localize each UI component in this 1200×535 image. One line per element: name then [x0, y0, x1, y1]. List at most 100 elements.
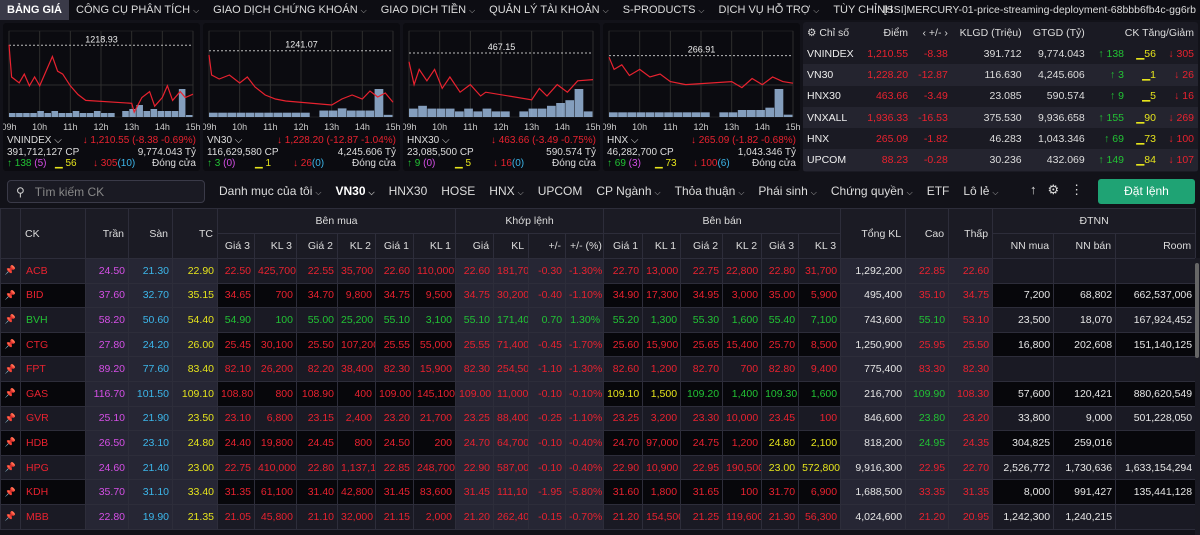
- table-row[interactable]: 📌 CTG 27.80 24.20 26.00 25.45 30,100 25.50 107,2…: [0, 331, 1197, 358]
- nav-bảng-giá[interactable]: BẢNG GIÁ: [0, 0, 69, 20]
- ask-volume[interactable]: 700: [722, 356, 763, 382]
- ask-volume[interactable]: 31,700: [798, 258, 842, 284]
- ask-price[interactable]: 23.30: [680, 405, 724, 432]
- symbol[interactable]: GVR: [20, 405, 86, 432]
- pin-icon[interactable]: 📌: [0, 454, 21, 481]
- header-ck[interactable]: CK: [20, 208, 86, 259]
- bid-price[interactable]: 55.10: [375, 307, 414, 333]
- bid-price[interactable]: 21.10: [296, 503, 338, 530]
- ask-volume[interactable]: 7,100: [798, 307, 842, 333]
- tab-lô-lẻ[interactable]: Lô lẻ ⌵: [956, 184, 1005, 198]
- table-row[interactable]: 📌 GVR 25.10 21.90 23.50 23.10 6,800 23.15 2,400 2…: [0, 405, 1197, 432]
- bid-volume[interactable]: 42,800: [337, 479, 376, 505]
- bid-volume[interactable]: 1,137,100: [337, 454, 376, 481]
- bid-volume[interactable]: 2,000: [412, 503, 457, 530]
- bid-volume[interactable]: 55,000: [412, 331, 457, 358]
- bid-volume[interactable]: 61,100: [254, 479, 297, 505]
- index-row[interactable]: VN30 1,228.20 -12.87 116.630 4,245.606 ↑ 3 ▁1…: [803, 64, 1198, 86]
- ask-price[interactable]: 24.80: [761, 430, 800, 456]
- tab-cp-ngành[interactable]: CP Ngành ⌵: [589, 184, 667, 198]
- ask-volume[interactable]: 2,100: [798, 430, 842, 456]
- bid-volume[interactable]: 35,700: [337, 258, 376, 284]
- ask-price[interactable]: 24.70: [603, 430, 644, 456]
- ask-price[interactable]: 22.80: [761, 258, 800, 284]
- bid-volume[interactable]: 30,100: [254, 331, 297, 358]
- ask-price[interactable]: 55.40: [761, 307, 800, 333]
- pin-icon[interactable]: 📌: [0, 307, 21, 333]
- header-ask-col[interactable]: Giá 1: [603, 233, 644, 259]
- ask-price[interactable]: 21.25: [680, 503, 724, 530]
- pin-icon[interactable]: 📌: [0, 430, 21, 456]
- bid-volume[interactable]: 32,000: [337, 503, 376, 530]
- header-bid-col[interactable]: KL 2: [337, 233, 376, 259]
- ask-price[interactable]: 35.00: [761, 282, 800, 309]
- vertical-scrollbar[interactable]: [1195, 258, 1200, 535]
- bid-price[interactable]: 108.80: [217, 380, 255, 407]
- ask-volume[interactable]: 97,000: [642, 430, 682, 456]
- ask-price[interactable]: 34.90: [603, 282, 644, 309]
- ask-volume[interactable]: 10,000: [722, 405, 763, 432]
- header-ask-col[interactable]: KL 3: [798, 233, 842, 259]
- ask-price[interactable]: 22.90: [603, 454, 644, 481]
- nav-giao-dịch-chứng-khoán[interactable]: GIAO DỊCH CHỨNG KHOÁN ⌵: [206, 0, 374, 20]
- bid-price[interactable]: 22.80: [296, 454, 338, 481]
- ask-price[interactable]: 23.00: [761, 454, 800, 481]
- header-reference[interactable]: TC: [172, 208, 218, 259]
- nav-quản-lý-tài-khoản[interactable]: QUẢN LÝ TÀI KHOẢN ⌵: [482, 0, 616, 20]
- tab-vn30[interactable]: VN30 ⌵: [328, 184, 381, 198]
- bid-price[interactable]: 25.45: [217, 331, 255, 358]
- bid-price[interactable]: 24.50: [375, 430, 414, 456]
- bid-price[interactable]: 31.40: [296, 479, 338, 505]
- bid-volume[interactable]: 145,100: [412, 380, 457, 407]
- chart-panel-vn30[interactable]: 09h 10h 11h 12h 13h 14h 15h 1241.07 VN30 ⌵ ↓ 1,22…: [203, 23, 400, 171]
- tab-hnx[interactable]: HNX ⌵: [482, 184, 530, 198]
- ask-volume[interactable]: 3,200: [642, 405, 682, 432]
- pin-icon[interactable]: 📌: [0, 356, 21, 382]
- bid-volume[interactable]: 15,900: [412, 356, 457, 382]
- table-row[interactable]: 📌 KDH 35.70 31.10 33.40 31.35 61,100 31.40 42,80…: [0, 479, 1197, 505]
- chart-panel-vnindex[interactable]: 09h 10h 11h 12h 13h 14h 15h 1218.93 VNINDEX ⌵ ↓ 1…: [3, 23, 200, 171]
- bid-price[interactable]: 25.50: [296, 331, 338, 358]
- table-row[interactable]: 📌 GAS 116.70 101.50 109.10 108.80 800 108.90 400…: [0, 380, 1197, 407]
- ask-price[interactable]: 31.65: [680, 479, 724, 505]
- ask-volume[interactable]: 572,800: [798, 454, 842, 481]
- header-match-col[interactable]: Giá: [455, 233, 495, 259]
- ask-volume[interactable]: 1,800: [642, 479, 682, 505]
- pin-icon[interactable]: 📌: [0, 331, 21, 358]
- tab-upcom[interactable]: UPCOM: [531, 184, 590, 198]
- bid-volume[interactable]: 800: [254, 380, 297, 407]
- ask-volume[interactable]: 17,300: [642, 282, 682, 309]
- header-foreign-col[interactable]: NN mua: [992, 233, 1055, 259]
- header-match-col[interactable]: +/-: [528, 233, 567, 259]
- ask-price[interactable]: 31.60: [603, 479, 644, 505]
- bid-price[interactable]: 24.45: [296, 430, 338, 456]
- bid-price[interactable]: 22.85: [375, 454, 414, 481]
- header-bid-col[interactable]: KL 3: [254, 233, 297, 259]
- pin-header[interactable]: [0, 208, 21, 259]
- bid-volume[interactable]: 248,700: [412, 454, 457, 481]
- table-row[interactable]: 📌 HPG 24.60 21.40 23.00 22.75 410,000 22.80 1,13…: [0, 454, 1197, 481]
- bid-price[interactable]: 34.70: [296, 282, 338, 309]
- header-bid-col[interactable]: KL 1: [412, 233, 457, 259]
- bid-volume[interactable]: 425,700: [254, 258, 297, 284]
- nav-s-products[interactable]: S-PRODUCTS ⌵: [616, 0, 712, 20]
- ask-volume[interactable]: 6,900: [798, 479, 842, 505]
- bid-price[interactable]: 25.55: [375, 331, 414, 358]
- ask-volume[interactable]: 1,200: [722, 430, 763, 456]
- ask-price[interactable]: 23.45: [761, 405, 800, 432]
- ask-price[interactable]: 21.30: [761, 503, 800, 530]
- tab-danh-mục-của-tôi[interactable]: Danh mục của tôi ⌵: [212, 184, 328, 198]
- bid-price[interactable]: 22.60: [375, 258, 414, 284]
- symbol[interactable]: HDB: [20, 430, 86, 456]
- gear-icon[interactable]: ⚙: [1047, 182, 1060, 197]
- bid-price[interactable]: 109.00: [375, 380, 414, 407]
- index-name-dropdown[interactable]: VN30 ⌵: [207, 135, 243, 146]
- ask-volume[interactable]: 56,300: [798, 503, 842, 530]
- pin-icon[interactable]: 📌: [0, 258, 21, 284]
- pin-icon[interactable]: 📌: [0, 405, 21, 432]
- bid-volume[interactable]: 410,000: [254, 454, 297, 481]
- index-row[interactable]: HNX 265.09 -1.82 46.283 1,043.346 ↑ 69 ▁73 ↓ 1…: [803, 128, 1198, 149]
- table-row[interactable]: 📌 BVH 58.20 50.60 54.40 54.90 100 55.00 25,200 55…: [0, 307, 1197, 333]
- bid-volume[interactable]: 800: [337, 430, 376, 456]
- arrow-up-icon[interactable]: ↑: [1030, 182, 1037, 197]
